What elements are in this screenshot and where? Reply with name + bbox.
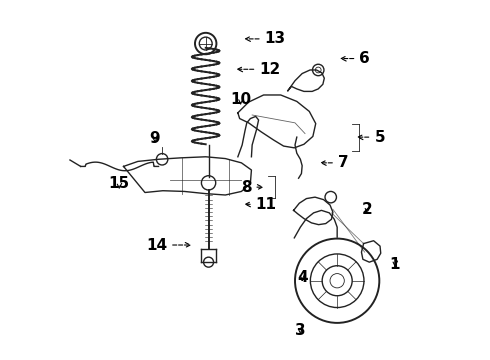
Text: 12: 12 (238, 62, 281, 77)
Text: 15: 15 (109, 176, 130, 192)
Text: 9: 9 (149, 131, 160, 146)
Text: 11: 11 (245, 197, 277, 212)
Text: 3: 3 (295, 323, 306, 338)
Text: 5: 5 (358, 130, 385, 145)
Text: 2: 2 (362, 202, 372, 217)
Text: 13: 13 (245, 31, 286, 46)
Text: 10: 10 (230, 93, 251, 108)
Text: 4: 4 (297, 270, 307, 285)
Text: 6: 6 (341, 51, 370, 66)
Text: 8: 8 (241, 180, 263, 195)
Text: 7: 7 (321, 156, 348, 170)
Text: 14: 14 (146, 238, 190, 252)
Text: 1: 1 (390, 257, 400, 272)
